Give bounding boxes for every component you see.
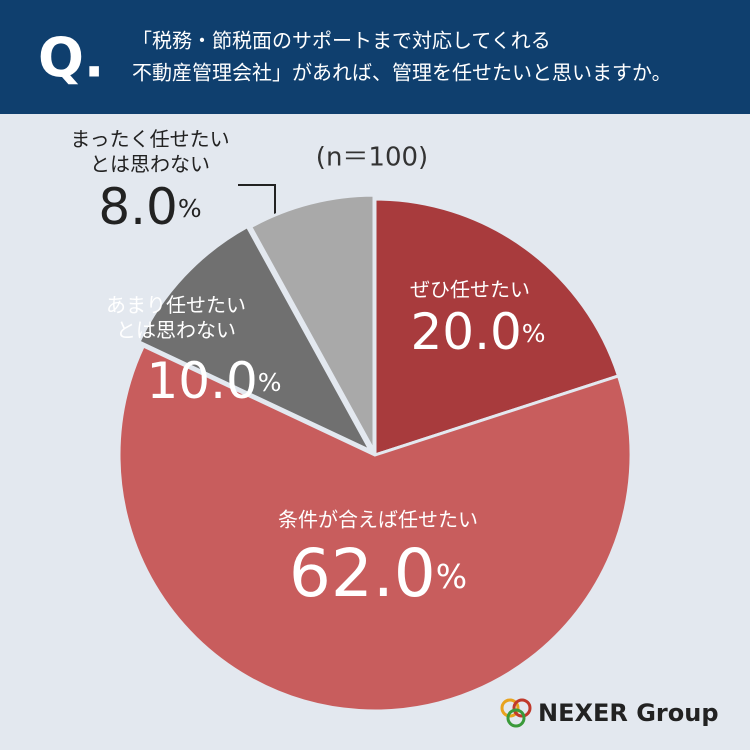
question-line: 「税務・節税面のサポートまで対応してくれる — [132, 29, 551, 53]
value-label: 8.0% — [98, 178, 201, 236]
category-label: 条件が合えば任せたい — [278, 508, 478, 532]
value-number: 20.0 — [410, 303, 521, 361]
value-label: 20.0% — [410, 303, 545, 361]
category-label: ぜひ任せたい — [410, 278, 530, 302]
value-number: 8.0 — [98, 178, 178, 236]
value-unit: % — [258, 368, 282, 397]
value-unit: % — [178, 194, 202, 223]
value-label: 10.0% — [146, 352, 281, 410]
logo-text: NEXER Group — [538, 699, 719, 727]
pie-slice — [373, 197, 621, 458]
pie-slice — [136, 224, 375, 455]
logo-icon — [500, 698, 532, 728]
category-label: まったく任せたいとは思わない — [70, 127, 229, 176]
pie-slice — [117, 344, 633, 713]
value-number: 62.0 — [289, 535, 436, 612]
value-unit: % — [436, 557, 467, 596]
value-unit: % — [522, 319, 546, 348]
header-bar — [0, 0, 750, 114]
value-number: 10.0 — [146, 352, 257, 410]
pie-slice — [248, 193, 376, 452]
value-label: 62.0% — [289, 535, 467, 612]
category-label: あまり任せたいとは思わない — [106, 293, 246, 342]
sample-size: (n＝100) — [316, 143, 428, 173]
question-line: 不動産管理会社」があれば、管理を任せたいと思いますか。 — [132, 61, 672, 85]
q-mark: Q. — [38, 27, 104, 90]
